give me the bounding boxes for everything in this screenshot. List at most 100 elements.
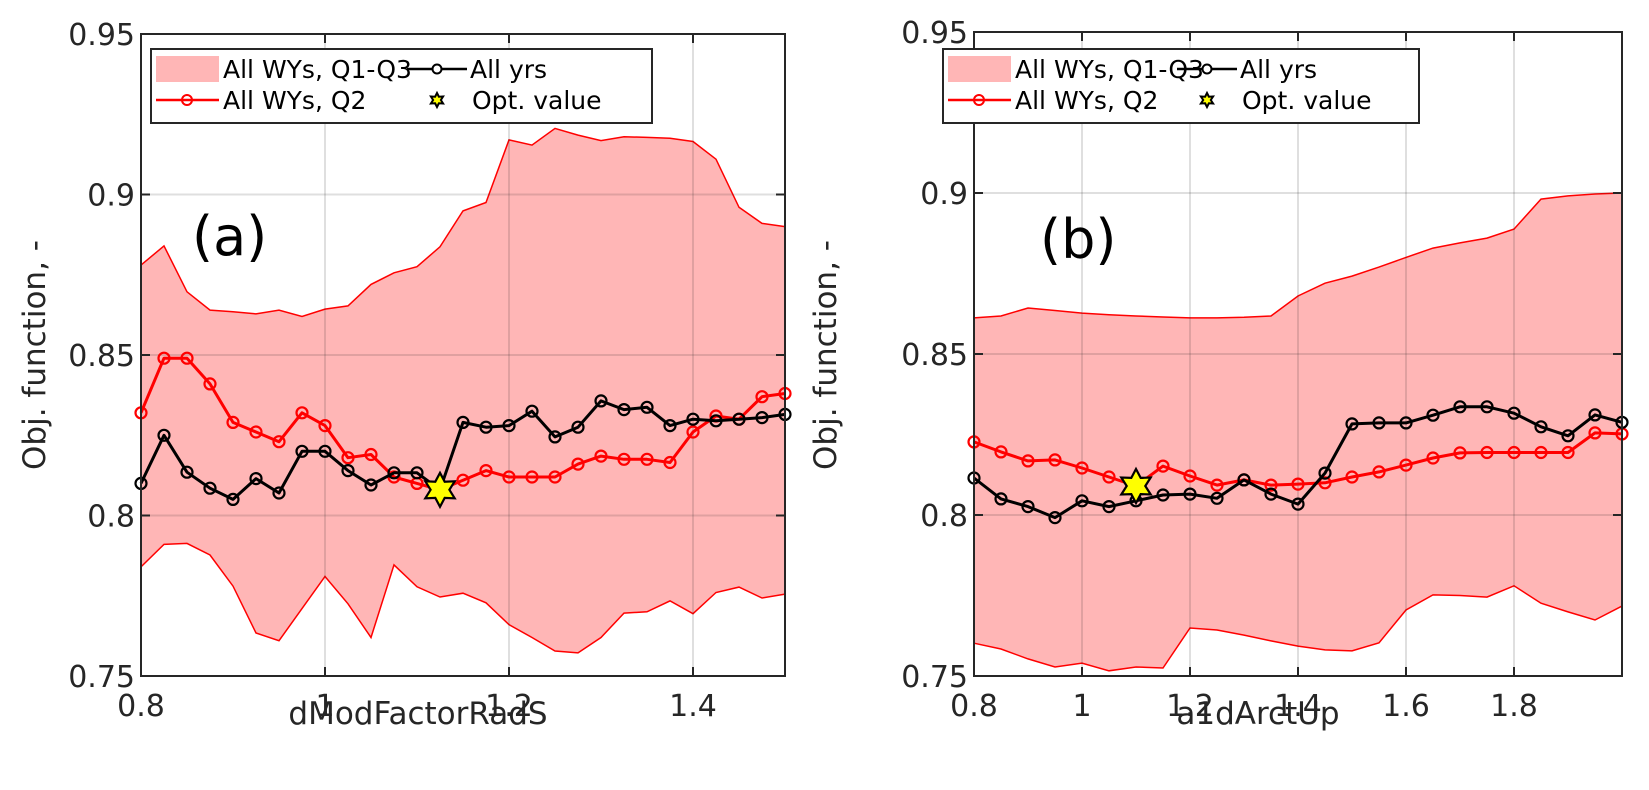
- data-point-all-yrs: [502, 419, 516, 433]
- data-point-all-yrs: [318, 444, 332, 458]
- y-tick-label: 0.85: [68, 339, 135, 374]
- y-tick-label: 0.95: [68, 18, 135, 53]
- x-tick-label: 0.8: [950, 689, 998, 724]
- y-tick-label: 0.8: [920, 499, 968, 534]
- data-point-all-yrs: [410, 466, 424, 480]
- data-point-all-yrs: [663, 419, 677, 433]
- data-point-all-wys-q2: [571, 457, 585, 471]
- legend: All WYs, Q1-Q3 All yrs All WYs, Q2 Opt. …: [942, 48, 1420, 124]
- x-tick-label: 1.2: [485, 689, 533, 724]
- legend-star-glyph: [429, 90, 445, 110]
- data-point-all-wys-q2: [1345, 470, 1359, 484]
- data-point-all-yrs: [548, 430, 562, 444]
- data-point-all-wys-q2: [1534, 445, 1548, 460]
- data-point-all-wys-q2: [1156, 459, 1170, 473]
- data-point-all-wys-q2: [364, 447, 378, 462]
- data-point-all-yrs: [1588, 408, 1602, 422]
- data-point-all-wys-q2: [548, 470, 562, 484]
- data-point-all-yrs: [594, 394, 608, 408]
- data-point-all-wys-q2: [663, 455, 677, 470]
- data-point-all-yrs: [272, 486, 286, 500]
- y-tick-label: 0.85: [901, 338, 968, 373]
- series-line-all-yrs: [139, 399, 786, 501]
- data-point-all-wys-q2: [525, 470, 539, 484]
- data-point-all-wys-q2: [1075, 461, 1089, 475]
- optimum-star-icon: [1119, 466, 1153, 506]
- data-point-all-wys-q2: [1183, 469, 1197, 483]
- legend-swatch-q2: [948, 94, 1011, 106]
- q1-lower-edge: [973, 584, 1623, 672]
- legend-label-opt: Opt. value: [472, 86, 602, 115]
- legend-marker-all-yrs: [1201, 63, 1213, 75]
- data-point-all-yrs: [994, 492, 1008, 506]
- data-point-all-wys-q2: [295, 406, 309, 420]
- x-tick-label: 1.2: [1166, 689, 1214, 724]
- data-point-all-yrs: [387, 466, 401, 480]
- data-point-all-wys-q2: [479, 464, 493, 478]
- legend-star-icon: [429, 90, 445, 110]
- data-point-all-wys-q2: [1264, 478, 1278, 492]
- panel-label: (b): [1040, 208, 1116, 271]
- data-point-all-wys-q2: [994, 445, 1008, 459]
- data-point-all-wys-q2: [1588, 426, 1602, 440]
- y-tick-label: 0.9: [87, 179, 135, 214]
- x-tick-label: 1.4: [669, 689, 717, 724]
- data-point-all-yrs: [180, 465, 194, 479]
- series-line-all-wys-q2: [973, 431, 1623, 488]
- q3-upper-edge: [973, 192, 1623, 319]
- grid: [141, 34, 785, 676]
- data-point-all-wys-q2: [1021, 454, 1035, 468]
- data-point-all-yrs: [571, 420, 585, 434]
- data-point-all-yrs: [1372, 416, 1386, 430]
- data-point-all-yrs: [617, 403, 631, 417]
- data-point-all-wys-q2: [341, 451, 355, 465]
- data-point-all-yrs: [226, 492, 240, 506]
- series-lines: [967, 400, 1629, 525]
- data-point-all-wys-q2: [1102, 470, 1116, 484]
- data-point-all-yrs: [1480, 400, 1494, 414]
- chart-panel-a: 0.8 1 1.2 1.40.750.80.850.90.95 (a) dModFac…: [17, 18, 792, 732]
- y-axis-label: Obj. function, -: [808, 240, 844, 470]
- y-tick-label: 0.75: [901, 660, 968, 695]
- x-tick-label: 1: [315, 689, 334, 724]
- data-point-all-yrs: [640, 400, 654, 414]
- data-point-all-wys-q2: [180, 351, 194, 365]
- data-point-all-yrs: [295, 444, 309, 458]
- legend-star-glyph: [1198, 90, 1216, 110]
- data-point-all-yrs: [1183, 487, 1197, 501]
- x-tick-label: 0.8: [117, 689, 165, 724]
- data-point-all-yrs: [1156, 488, 1170, 502]
- data-point-all-yrs: [1102, 500, 1116, 514]
- data-point-all-wys-q2: [594, 449, 608, 463]
- data-point-all-wys-q2: [1480, 445, 1494, 460]
- data-point-all-wys-q2: [1291, 477, 1305, 491]
- legend-label-all-yrs: All yrs: [470, 55, 547, 84]
- x-tick-label: 1.6: [1382, 689, 1430, 724]
- data-point-all-wys-q2: [1318, 476, 1332, 490]
- iqr-band: [973, 192, 1623, 672]
- q1-lower-edge: [140, 542, 786, 654]
- legend-marker-all-yrs: [431, 63, 443, 75]
- y-tick-label: 0.75: [68, 660, 135, 695]
- legend-label-q2: All WYs, Q2: [223, 86, 366, 115]
- data-point-all-yrs: [755, 411, 769, 425]
- data-point-all-yrs: [1318, 466, 1332, 480]
- legend-label-band: All WYs, Q1-Q3: [1015, 55, 1204, 84]
- iqr-band-fill: [974, 193, 1622, 671]
- data-point-all-yrs: [1426, 408, 1440, 422]
- x-tick-label: 1.4: [1274, 689, 1322, 724]
- data-point-all-yrs: [1507, 406, 1521, 420]
- data-point-all-wys-q2: [1399, 458, 1413, 472]
- data-point-all-wys-q2: [1561, 445, 1575, 460]
- axes: 0.8 1 1.2 1.40.750.80.850.90.95: [68, 18, 786, 724]
- legend-label-opt: Opt. value: [1242, 86, 1372, 115]
- data-point-all-wys-q2: [1372, 465, 1386, 479]
- data-point-all-yrs: [1075, 494, 1089, 508]
- data-point-all-wys-q2: [1210, 478, 1224, 492]
- data-point-all-yrs: [479, 420, 493, 434]
- data-point-all-yrs: [1453, 400, 1467, 414]
- data-point-all-wys-q2: [502, 470, 516, 484]
- legend-swatch-all-yrs: [1177, 63, 1237, 75]
- legend-label-all-yrs: All yrs: [1240, 55, 1317, 84]
- data-point-all-wys-q2: [318, 419, 332, 433]
